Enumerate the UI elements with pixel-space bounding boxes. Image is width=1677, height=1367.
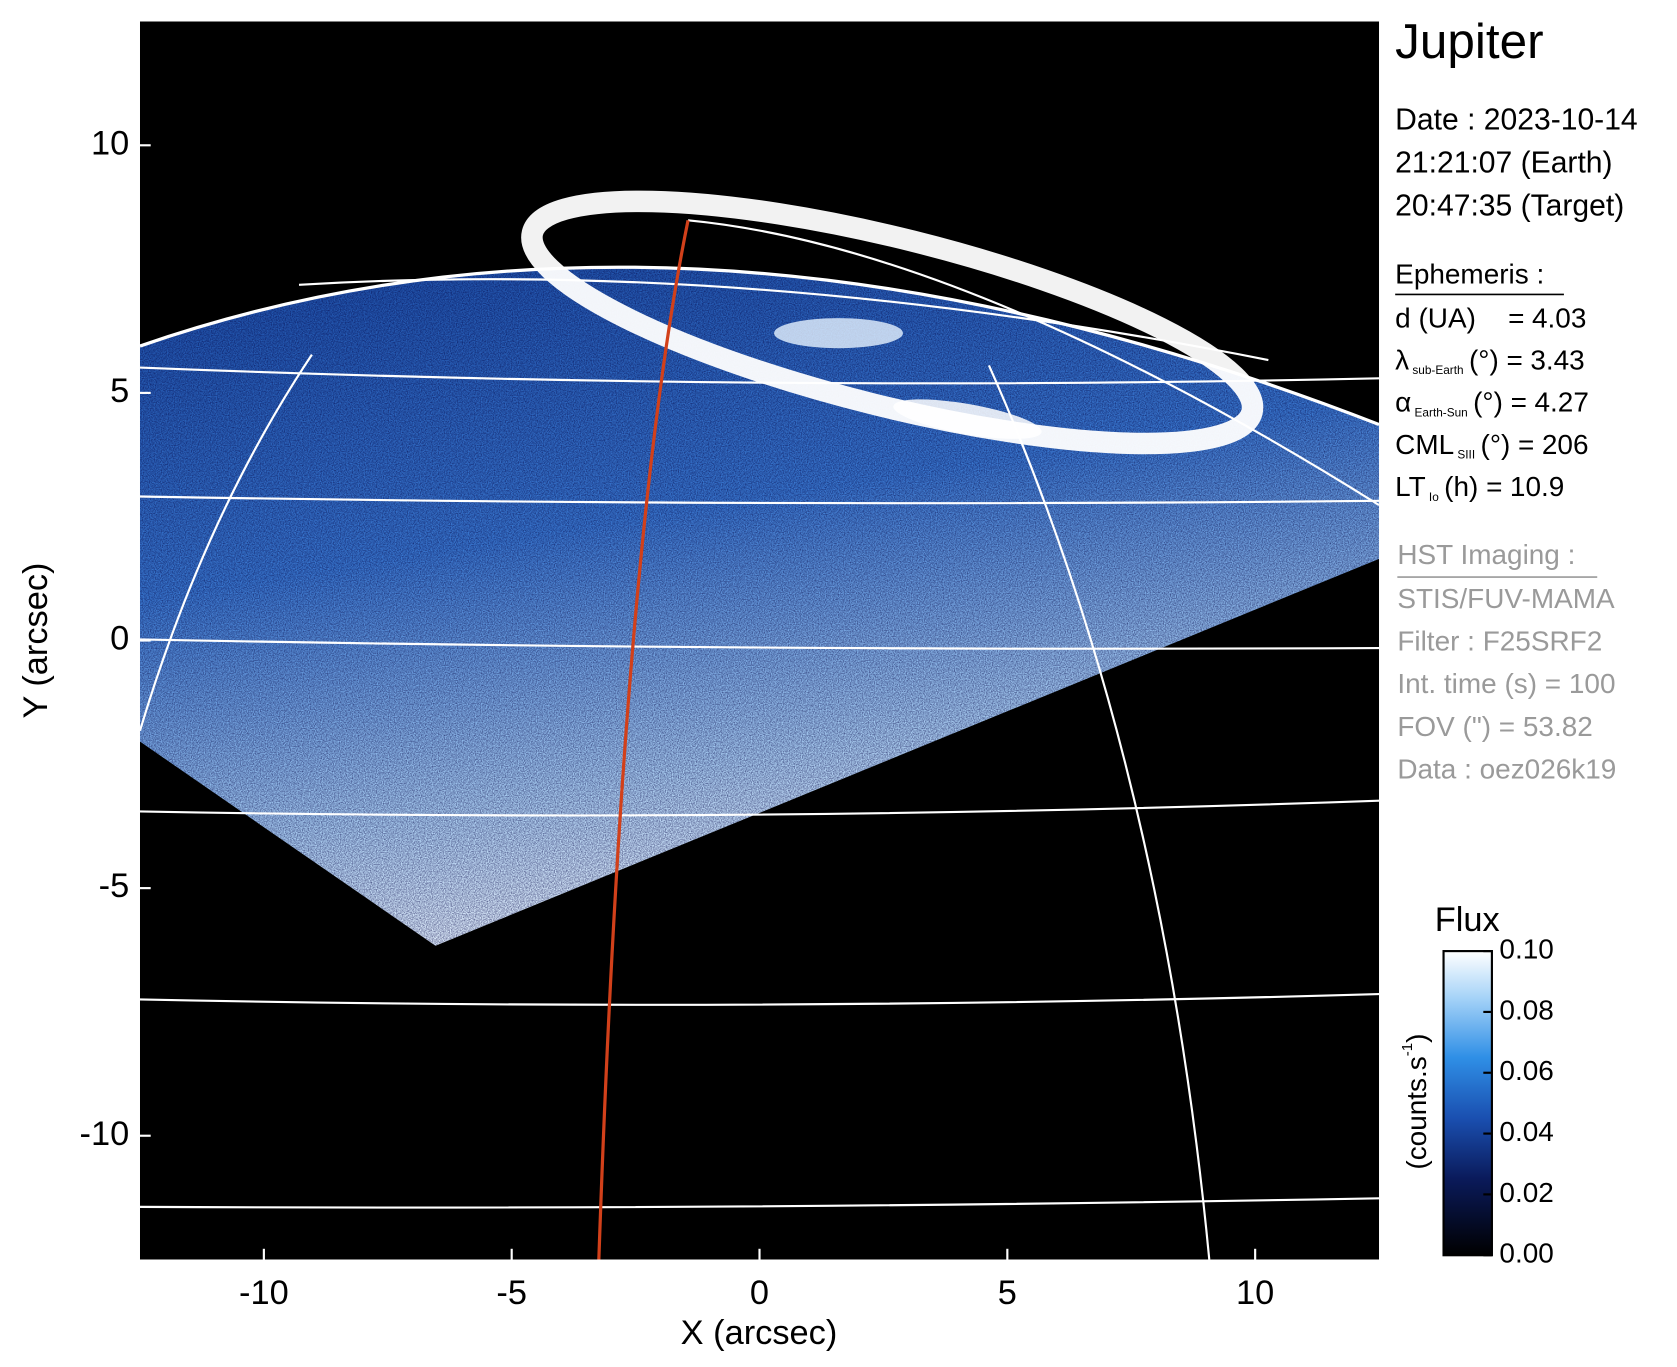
imaging-line: FOV (") = 53.82 — [1397, 711, 1592, 742]
imaging-line: STIS/FUV-MAMA — [1397, 583, 1615, 614]
ephemeris-row: LT Io (h) = 10.9 — [1395, 472, 1564, 504]
colorbar — [1442, 950, 1493, 1257]
row-value: 3.43 — [1530, 345, 1584, 376]
row-unit: (h) = — [1444, 472, 1502, 503]
central-meridian — [597, 219, 690, 1260]
row-label: LT — [1395, 472, 1426, 503]
row-unit: (°) = — [1469, 345, 1523, 376]
colorbar-tick-label: 0.02 — [1499, 1177, 1553, 1208]
x-tick-label: -10 — [239, 1274, 289, 1312]
row-label: α — [1395, 387, 1411, 418]
colorbar-tick-label: 0.08 — [1499, 994, 1553, 1025]
colorbar-tick-label: 0.10 — [1499, 933, 1553, 964]
x-tick-label: -5 — [496, 1274, 527, 1312]
date-line: 20:47:35 (Target) — [1395, 189, 1624, 222]
section-heading: Ephemeris : — [1395, 259, 1544, 290]
auroral-oval — [521, 190, 1264, 455]
row-label: λ — [1395, 345, 1409, 376]
ephemeris-row: d (UA) = 4.03 — [1395, 303, 1586, 334]
y-tick-label: 10 — [91, 124, 129, 162]
unit-sup: -1 — [1399, 1043, 1416, 1056]
y-tick-label: 5 — [110, 372, 129, 410]
colorbar-tick-label: 0.04 — [1499, 1116, 1553, 1147]
row-label: CML — [1395, 429, 1454, 460]
row-unit: (°) = — [1473, 387, 1527, 418]
x-axis-label: X (arcsec) — [681, 1314, 838, 1352]
imaging-line: Filter : F25SRF2 — [1397, 626, 1602, 657]
info-panel: Jupiter Date : 2023-10-14 21:21:07 (Earth… — [1395, 14, 1638, 784]
y-tick-label: -5 — [99, 867, 130, 905]
ephemeris-row: CML SIII (°) = 206 — [1395, 429, 1588, 461]
row-unit: (°) = — [1481, 429, 1535, 460]
colorbar-tick-label: 0.00 — [1499, 1238, 1553, 1269]
grid — [139, 219, 1380, 1260]
row-value: 206 — [1542, 429, 1589, 460]
section-heading: HST Imaging : — [1397, 539, 1575, 570]
y-tick-label: 0 — [110, 620, 129, 658]
y-axis-label: Y (arcsec) — [17, 563, 55, 719]
row-subscript: sub-Earth — [1412, 363, 1463, 377]
axes: X (arcsec) Y (arcsec) -10 -5 0 5 10 -10 -5 0 5 10 — [17, 124, 1274, 1351]
row-value: 4.03 — [1532, 303, 1586, 334]
row-value: 10.9 — [1510, 472, 1564, 503]
image-panel — [139, 21, 1380, 1260]
x-tick-label: 10 — [1236, 1274, 1274, 1312]
chart-title: Jupiter — [1395, 14, 1543, 69]
aurora-patch — [893, 399, 1042, 439]
row-subscript: Earth-Sun — [1415, 405, 1468, 419]
colorbar-unit: (counts.s-1) — [1399, 1034, 1432, 1170]
imaging-line: Data : oez026k19 — [1397, 753, 1616, 784]
unit-end: ) — [1401, 1034, 1432, 1043]
y-tick-label: -10 — [80, 1115, 130, 1153]
row-subscript: Io — [1429, 490, 1439, 504]
date-line: Date : 2023-10-14 — [1395, 103, 1637, 136]
imaging-line: Int. time (s) = 100 — [1397, 668, 1615, 699]
x-tick-label: 0 — [750, 1274, 769, 1312]
row-label: d (UA) — [1395, 303, 1476, 334]
aurora-patch — [774, 318, 903, 349]
ephemeris-row: α Earth-Sun (°) = 4.27 — [1395, 387, 1589, 419]
unit-text: (counts.s — [1401, 1056, 1432, 1169]
colorbar-tick-label: 0.06 — [1499, 1055, 1553, 1086]
row-subscript: SIII — [1457, 448, 1475, 462]
x-tick-label: 5 — [998, 1274, 1017, 1312]
colorbar-title: Flux — [1435, 901, 1500, 939]
row-unit: = — [1508, 303, 1524, 334]
date-line: 21:21:07 (Earth) — [1395, 146, 1612, 179]
row-value: 4.27 — [1535, 387, 1589, 418]
ephemeris-row: λ sub-Earth (°) = 3.43 — [1395, 345, 1585, 377]
